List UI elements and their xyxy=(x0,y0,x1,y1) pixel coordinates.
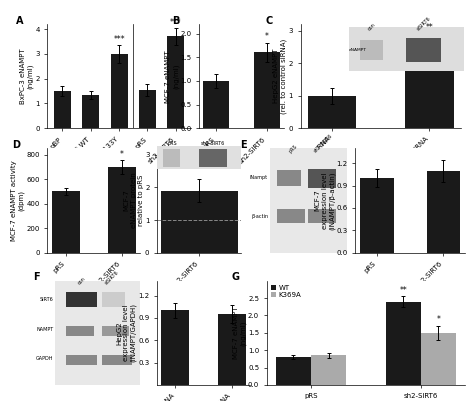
Bar xyxy=(54,91,71,128)
Y-axis label: MCF-7
eNAMPT protein
relative to pRS: MCF-7 eNAMPT protein relative to pRS xyxy=(124,172,144,229)
Bar xyxy=(66,292,97,307)
Text: siSIRT6: siSIRT6 xyxy=(104,270,120,286)
Y-axis label: HepG2 eNAMPT
(rel. to control siRNA): HepG2 eNAMPT (rel. to control siRNA) xyxy=(273,38,287,114)
Text: β-actin: β-actin xyxy=(251,214,268,219)
Text: *: * xyxy=(120,150,124,159)
Bar xyxy=(308,169,336,188)
Bar xyxy=(277,209,305,223)
Bar xyxy=(254,53,280,128)
Bar xyxy=(110,54,128,128)
Text: **: ** xyxy=(400,286,407,295)
Text: **: ** xyxy=(425,23,433,32)
Text: D: D xyxy=(12,140,20,150)
Text: C: C xyxy=(265,16,273,26)
Bar xyxy=(161,310,190,385)
Text: *: * xyxy=(437,315,440,324)
Text: B: B xyxy=(172,16,180,26)
Bar xyxy=(167,36,184,128)
Bar xyxy=(161,191,237,253)
Y-axis label: HepG2
expression level
(iNAMPT/GAPDH): HepG2 expression level (iNAMPT/GAPDH) xyxy=(116,303,137,363)
Y-axis label: MCF-7 eNAMPT
(ng/ml): MCF-7 eNAMPT (ng/ml) xyxy=(233,306,246,359)
Bar xyxy=(218,314,246,385)
Text: F: F xyxy=(34,272,40,282)
Text: G: G xyxy=(231,272,239,282)
Bar xyxy=(108,167,136,253)
Text: SIRT6: SIRT6 xyxy=(40,297,54,302)
Legend: WT, K369A: WT, K369A xyxy=(270,284,302,298)
Bar xyxy=(101,292,125,307)
Bar xyxy=(101,326,129,336)
Bar xyxy=(277,170,301,186)
Bar xyxy=(66,355,97,365)
Text: ***: *** xyxy=(170,18,182,26)
Bar xyxy=(360,178,393,253)
Bar xyxy=(66,326,94,336)
Bar xyxy=(386,302,421,385)
Text: *: * xyxy=(265,32,269,41)
Text: E: E xyxy=(240,140,247,150)
Bar xyxy=(203,81,228,128)
Text: ***: *** xyxy=(113,35,125,44)
Bar xyxy=(308,96,356,128)
Text: GAPDH: GAPDH xyxy=(36,356,54,361)
Text: con: con xyxy=(77,276,86,286)
Text: NAMPT: NAMPT xyxy=(36,327,54,332)
Bar xyxy=(82,95,99,128)
Y-axis label: MCF-7
expression level
(iNAMPT/β-actin): MCF-7 expression level (iNAMPT/β-actin) xyxy=(315,171,335,230)
Bar xyxy=(427,171,460,253)
Bar xyxy=(421,333,456,385)
Text: sh2-SIRT6: sh2-SIRT6 xyxy=(313,133,334,154)
Bar xyxy=(101,355,132,365)
Bar xyxy=(308,209,336,223)
Y-axis label: MCF-7 eNAMPT activity
(dpm): MCF-7 eNAMPT activity (dpm) xyxy=(11,160,25,241)
Y-axis label: BxPC-3 eNAMPT
(ng/ml): BxPC-3 eNAMPT (ng/ml) xyxy=(20,49,34,104)
Y-axis label: MCF-7 eNAMPT
(ng/ml): MCF-7 eNAMPT (ng/ml) xyxy=(165,50,179,103)
Bar xyxy=(270,148,347,253)
Bar xyxy=(311,355,346,385)
Bar xyxy=(139,90,156,128)
Bar xyxy=(52,191,80,253)
Bar xyxy=(276,357,311,385)
Text: pRS: pRS xyxy=(288,143,298,154)
Text: iNampt: iNampt xyxy=(250,175,268,180)
Text: A: A xyxy=(16,16,23,26)
Bar xyxy=(405,45,454,128)
